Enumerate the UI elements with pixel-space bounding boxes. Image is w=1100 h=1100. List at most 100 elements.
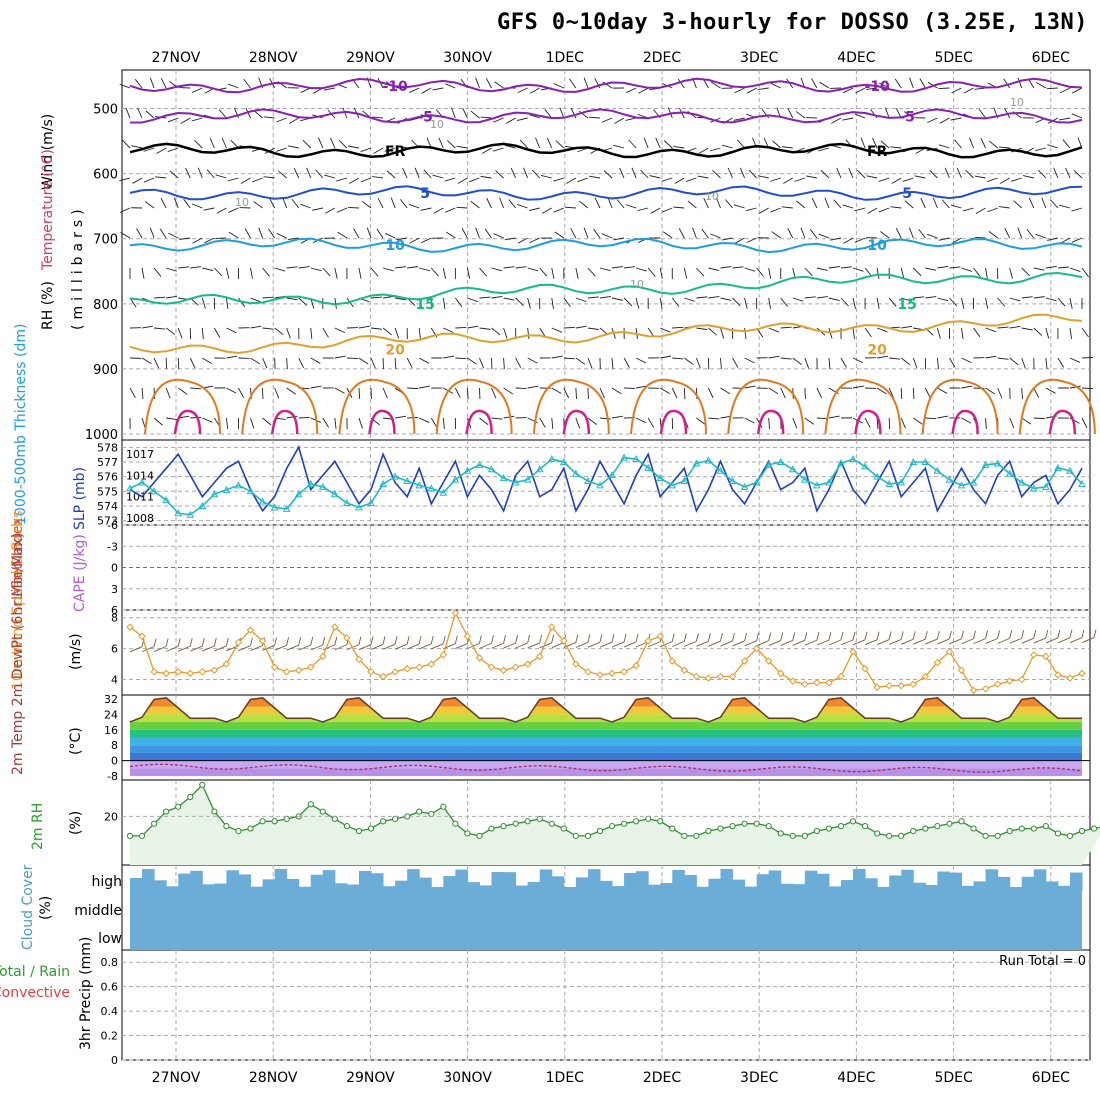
wind-barb: [408, 117, 420, 122]
wind10m-barb-tick: [792, 632, 796, 641]
wind-barb: [258, 227, 263, 239]
wind10m-barb-tick: [961, 630, 964, 639]
wind-speed-marker: [608, 669, 616, 678]
cloud-high-bar: [913, 882, 926, 891]
wind-barb: [725, 199, 733, 209]
wind10m-barb: [1057, 637, 1071, 644]
wind-barb: [1046, 87, 1058, 90]
wind-barb: [491, 417, 503, 420]
low-level-contour-magenta: [173, 409, 202, 435]
wind10m-barb-tick: [491, 635, 494, 644]
rh-marker: [596, 827, 604, 835]
wind-barb: [659, 387, 670, 395]
low-level-contour-magenta: [951, 409, 979, 435]
wind-barb: [607, 197, 613, 209]
top-date-label: 27NOV: [152, 50, 201, 66]
rh-marker: [151, 820, 158, 827]
thickness-marker: [1054, 463, 1062, 471]
wind-speed-marker: [740, 657, 749, 665]
wind-speed-marker: [234, 638, 243, 647]
wind-barb: [468, 177, 480, 183]
wind-barb: [286, 266, 298, 269]
wind-barb: [635, 417, 647, 424]
low-level-contour: [144, 378, 221, 435]
wind-barb: [262, 296, 274, 299]
wind-barb: [202, 357, 213, 364]
top-date-label: 1DEC: [546, 50, 585, 66]
thickness-marker: [680, 476, 689, 485]
wind-barb: [358, 325, 370, 329]
rh-marker: [777, 830, 784, 837]
wind10m-barb-tick: [442, 635, 446, 644]
wind-barb: [781, 206, 793, 209]
wind-barb: [926, 233, 938, 239]
thickness-tick-label: 577: [97, 456, 118, 469]
wind-barb: [546, 137, 553, 149]
wind-barb: [310, 385, 322, 389]
rh-axis-label: RH (%): [40, 281, 56, 330]
wind-barb: [541, 207, 552, 214]
wind-barb: [625, 87, 637, 94]
wind-barb: [430, 417, 438, 428]
wind-barb: [298, 357, 305, 369]
thickness-marker: [993, 459, 1002, 467]
low-level-contour-magenta: [756, 409, 785, 435]
wind10m-barb: [1021, 637, 1034, 644]
wind-barb: [527, 327, 530, 339]
wind-barb: [963, 87, 974, 94]
wind-barb: [1009, 357, 1019, 366]
cloud-high-bar: [238, 874, 252, 891]
wind-barb: [149, 227, 155, 239]
top-date-label: 3DEC: [740, 50, 779, 66]
wind-barb: [394, 327, 400, 339]
wind10m-barb-tick: [828, 632, 832, 641]
wind-barb: [975, 207, 986, 214]
wind10m-barb: [913, 638, 926, 645]
wind-barb: [173, 197, 179, 209]
wind-barb: [720, 297, 732, 301]
wind-speed-marker: [487, 663, 496, 671]
isotherm-label: FR: [385, 144, 406, 160]
wind10m-barb: [925, 638, 938, 645]
precip-legend-total: Total / Rain: [0, 964, 70, 980]
wind-barb: [129, 387, 136, 398]
wind-barb: [491, 387, 497, 399]
wind-barb: [384, 233, 396, 239]
panel-frame-upper: [121, 69, 1091, 441]
wind-barb: [570, 107, 577, 119]
isotherm-label: 10: [867, 238, 887, 254]
wind-barb: [1045, 327, 1050, 339]
wind10m-barb: [455, 643, 468, 650]
wind-barb: [816, 296, 828, 299]
wind-barb: [475, 77, 480, 89]
cloud-high-bar: [853, 869, 866, 891]
thickness-marker: [270, 503, 279, 511]
low-level-contour-magenta: [854, 409, 882, 435]
wind-barb: [677, 78, 685, 89]
wind-barb: [322, 327, 329, 338]
wind-barb: [298, 297, 308, 306]
cloud-high-bar: [720, 869, 734, 891]
wind-barb: [692, 227, 697, 239]
wind-barb: [575, 387, 577, 400]
wind-barb: [614, 117, 625, 124]
wind-barb: [274, 267, 286, 272]
wind10m-barb: [816, 639, 830, 646]
wind-barb: [421, 87, 432, 94]
wind-barb: [430, 267, 439, 277]
wind-barb: [373, 147, 384, 154]
wind-speed-marker: [198, 668, 207, 676]
thickness-tick-label: 576: [97, 471, 118, 484]
wind10m-barb: [178, 645, 191, 652]
wind-speed-marker: [367, 668, 375, 676]
cape-axis-label: CAPE (J/kg): [72, 534, 88, 612]
wind-barb: [495, 170, 504, 179]
wind-barb: [366, 227, 372, 239]
wind-barb: [119, 207, 131, 213]
wind-barb: [1081, 327, 1089, 338]
rh-marker: [982, 832, 989, 839]
wind-barb: [631, 167, 637, 179]
rh-marker: [1030, 825, 1037, 832]
wind-barb: [382, 267, 394, 272]
cloud-low-middle: [130, 887, 1082, 950]
